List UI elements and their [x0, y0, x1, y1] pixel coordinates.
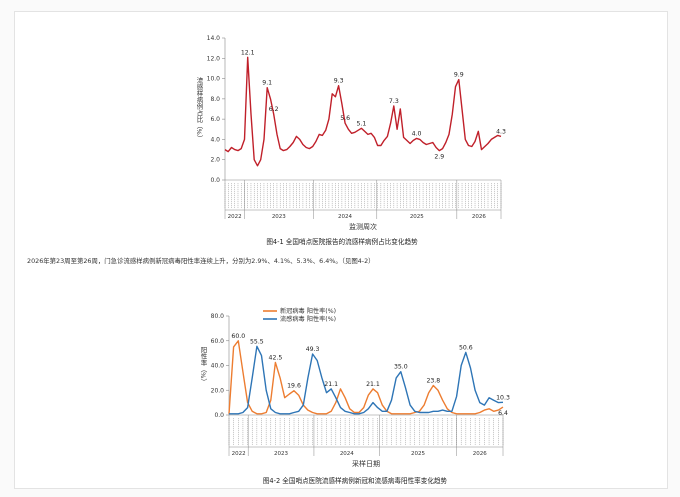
y-tick-label: 10.0 [207, 76, 221, 83]
year-label: 2024 [338, 214, 352, 220]
y-tick-label: 6.0 [210, 116, 220, 123]
x-axis-title: 监测周次 [349, 222, 377, 231]
y-tick-label: 20.0 [211, 387, 225, 394]
data-label: 12.1 [241, 49, 255, 56]
data-label: 21.1 [324, 381, 338, 388]
y-tick-label: 0.0 [214, 412, 224, 419]
y-tick-label: 12.0 [207, 55, 221, 62]
data-label: 6.4 [498, 410, 508, 417]
y-tick-label: 14.0 [207, 35, 221, 42]
data-label: 35.0 [394, 364, 408, 371]
year-label: 2026 [473, 451, 487, 457]
y-tick-label: 0.0 [210, 177, 220, 184]
data-label: 60.0 [231, 333, 245, 340]
data-label: 7.3 [389, 98, 399, 105]
y-tick-label: 4.0 [210, 136, 220, 143]
positivity-trend-chart: 0.0 20.0 40.0 60.0 80.0 2022 2023 2024 2025 2026 6… [199, 307, 510, 485]
data-label: 49.3 [306, 346, 320, 353]
data-label: 5.6 [340, 115, 350, 122]
y-tick-label: 80.0 [211, 313, 225, 320]
year-label: 2026 [472, 214, 486, 220]
data-label: 19.6 [287, 383, 301, 390]
data-label: 42.5 [269, 354, 283, 361]
y-axis-title: 阳性率（%） [199, 345, 207, 385]
year-label: 2023 [272, 214, 286, 220]
chart-title: 图4-2 全国哨点医院流感样病例新冠和流感病毒阳性率变化趋势 [263, 476, 448, 485]
data-label: 10.3 [496, 394, 510, 401]
data-label: 2.9 [434, 154, 444, 161]
data-label: 5.1 [356, 120, 366, 127]
series-line [229, 345, 504, 415]
year-label: 2023 [274, 451, 288, 457]
y-axis-title: 流感样病例占比（%） [195, 75, 203, 141]
report-page: 0.0 2.0 4.0 6.0 8.0 10.0 12.0 14.0 2022 2023 2024 2… [14, 11, 668, 489]
data-label: 6.2 [269, 106, 279, 113]
data-label: 50.6 [459, 344, 473, 351]
x-axis-title: 采样日期 [352, 459, 380, 468]
series-line [224, 56, 502, 167]
data-label: 4.3 [496, 128, 506, 135]
y-tick-label: 60.0 [211, 338, 225, 345]
year-label: 2022 [228, 214, 242, 220]
ili-trend-chart: 0.0 2.0 4.0 6.0 8.0 10.0 12.0 14.0 2022 2023 2024 2… [195, 35, 506, 246]
data-label: 9.3 [334, 78, 344, 85]
legend-label: 流感病毒 阳性率(%) [280, 315, 336, 323]
y-tick-label: 2.0 [210, 157, 220, 164]
year-label: 2024 [340, 451, 354, 457]
chart-title: 图4-1 全国哨点医院报告的流感样病例占比变化趋势 [266, 237, 418, 246]
data-label: 4.0 [412, 130, 422, 137]
data-label: 9.1 [262, 80, 272, 87]
legend-label: 新冠病毒 阳性率(%) [280, 307, 336, 315]
y-tick-label: 8.0 [210, 96, 220, 103]
data-label: 21.1 [366, 381, 380, 388]
summary-paragraph: 2026年第23周至第26周，门急诊流感样病例新冠病毒阳性率连续上升，分别为2.… [27, 257, 375, 265]
series-line [228, 340, 504, 415]
data-label: 9.9 [454, 72, 464, 79]
y-tick-label: 40.0 [211, 363, 225, 370]
year-label: 2025 [410, 214, 424, 220]
data-label: 55.5 [250, 338, 264, 345]
year-label: 2025 [411, 451, 425, 457]
year-label: 2022 [232, 451, 246, 457]
data-label: 23.8 [426, 378, 440, 385]
